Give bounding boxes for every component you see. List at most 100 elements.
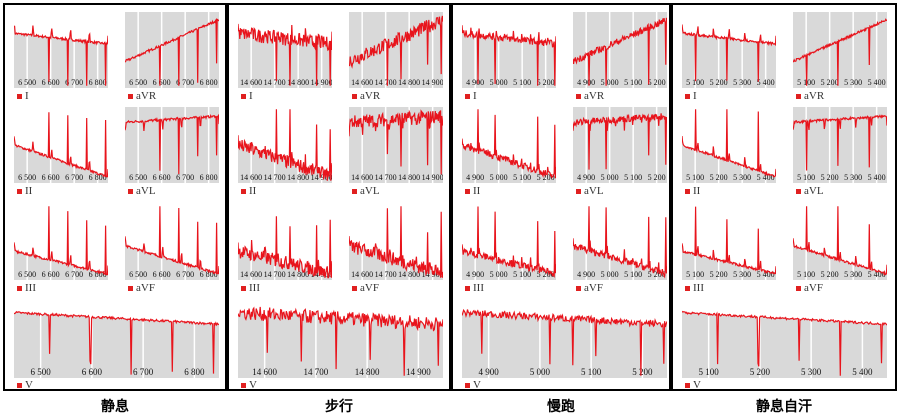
x-tick-label: 5 100 bbox=[624, 173, 642, 182]
x-tick-label: 5 100 bbox=[699, 367, 720, 377]
chart-lead-V: 14 600 14 700 14 800 14 900 bbox=[238, 301, 443, 378]
chart-svg: 6 500 6 600 6 700 6 800 bbox=[14, 301, 219, 378]
legend: aVR bbox=[128, 90, 156, 102]
chart-lead-II: 5 100 5 200 5 300 5 400 bbox=[682, 107, 776, 183]
chart-svg: 4 900 5 000 5 100 5 200 bbox=[573, 204, 667, 280]
chart-lead-V: 6 500 6 600 6 700 6 800 bbox=[14, 301, 219, 378]
legend: III bbox=[17, 282, 36, 294]
chart-svg: 4 900 5 000 5 100 5 200 bbox=[462, 301, 667, 378]
x-tick-label: 6 600 bbox=[153, 78, 171, 87]
x-tick-label: 5 100 bbox=[513, 78, 531, 87]
chart-lead-aVL: 6 500 6 600 6 700 6 800 bbox=[125, 107, 219, 183]
x-tick-label: 5 400 bbox=[757, 270, 775, 279]
trace-line-aVL bbox=[793, 114, 887, 171]
chart-lead-aVF: 4 900 5 000 5 100 5 200 bbox=[573, 204, 667, 280]
legend: V bbox=[465, 379, 481, 391]
x-tick-label: 6 600 bbox=[82, 367, 103, 377]
x-tick-label: 6 800 bbox=[200, 270, 218, 279]
legend-swatch bbox=[796, 93, 801, 99]
x-tick-label: 14 900 bbox=[422, 173, 443, 182]
x-tick-label: 5 300 bbox=[844, 173, 862, 182]
plot-background bbox=[573, 12, 667, 88]
chart-lead-III: 6 500 6 600 6 700 6 800 bbox=[14, 204, 108, 280]
x-tick-label: 14 800 bbox=[287, 270, 309, 279]
chart-svg: 14 600 14 700 14 800 14 900 bbox=[238, 12, 332, 88]
legend: I bbox=[241, 90, 253, 102]
legend-swatch bbox=[465, 188, 470, 194]
x-tick-label: 14 700 bbox=[375, 78, 397, 87]
legend-label: aVR bbox=[584, 90, 605, 102]
trace-area bbox=[125, 206, 219, 280]
chart-lead-I: 6 500 6 600 6 700 6 800 bbox=[14, 12, 108, 88]
x-tick-label: 6 800 bbox=[89, 270, 107, 279]
x-tick-label: 4 900 bbox=[577, 173, 595, 182]
x-tick-label: 5 300 bbox=[801, 367, 822, 377]
plot-background bbox=[793, 12, 887, 88]
chart-svg: 5 100 5 200 5 300 5 400 bbox=[682, 204, 776, 280]
legend-label: aVL bbox=[360, 185, 380, 197]
legend: V bbox=[241, 379, 257, 391]
x-tick-label: 6 700 bbox=[176, 270, 194, 279]
legend: II bbox=[465, 185, 480, 197]
legend-label: V bbox=[25, 379, 33, 391]
x-tick-label: 5 400 bbox=[757, 78, 775, 87]
x-tick-label: 6 800 bbox=[200, 173, 218, 182]
x-tick-label: 14 900 bbox=[422, 78, 443, 87]
trace-line-I bbox=[682, 24, 776, 82]
chart-lead-I: 4 900 5 000 5 100 5 200 bbox=[462, 12, 556, 88]
x-tick-label: 5 000 bbox=[601, 173, 619, 182]
trace-area bbox=[238, 23, 332, 88]
chart-lead-aVL: 5 100 5 200 5 300 5 400 bbox=[793, 107, 887, 183]
legend-swatch bbox=[17, 382, 22, 388]
legend-swatch bbox=[352, 188, 357, 194]
x-tick-label: 14 700 bbox=[375, 270, 397, 279]
trace-area bbox=[682, 206, 776, 280]
chart-svg: 5 100 5 200 5 300 5 400 bbox=[682, 301, 887, 378]
chart-svg: 4 900 5 000 5 100 5 200 bbox=[573, 107, 667, 183]
chart-svg: 5 100 5 200 5 300 5 400 bbox=[682, 107, 776, 183]
chart-lead-aVR: 5 100 5 200 5 300 5 400 bbox=[793, 12, 887, 88]
trace-area bbox=[238, 109, 332, 183]
legend-swatch bbox=[576, 93, 581, 99]
x-tick-label: 14 800 bbox=[355, 367, 380, 377]
chart-lead-aVF: 14 600 14 700 14 800 14 900 bbox=[349, 204, 443, 280]
legend: I bbox=[685, 90, 697, 102]
trace-line-aVR bbox=[793, 18, 887, 86]
legend: III bbox=[241, 282, 260, 294]
legend: V bbox=[17, 379, 33, 391]
chart-lead-II: 14 600 14 700 14 800 14 900 bbox=[238, 107, 332, 183]
x-tick-label: 5 400 bbox=[852, 367, 873, 377]
legend-swatch bbox=[576, 188, 581, 194]
x-tick-label: 6 600 bbox=[42, 270, 60, 279]
trace-line-III bbox=[14, 206, 108, 276]
chart-svg: 5 100 5 200 5 300 5 400 bbox=[793, 12, 887, 88]
x-tick-label: 6 800 bbox=[200, 78, 218, 87]
legend-label: V bbox=[473, 379, 481, 391]
legend-swatch bbox=[241, 93, 246, 99]
trace-area bbox=[238, 306, 443, 378]
trace-line-V bbox=[238, 306, 443, 376]
x-tick-label: 5 000 bbox=[490, 173, 508, 182]
trace-area bbox=[462, 109, 556, 183]
x-tick-label: 5 000 bbox=[490, 270, 508, 279]
trace-line-aVF bbox=[573, 206, 667, 279]
chart-lead-III: 14 600 14 700 14 800 14 900 bbox=[238, 204, 332, 280]
trace-area bbox=[793, 206, 887, 280]
legend-label: V bbox=[249, 379, 257, 391]
x-tick-label: 5 200 bbox=[821, 78, 839, 87]
panel-title: 静息 bbox=[101, 399, 129, 415]
trace-area bbox=[462, 309, 667, 378]
legend-swatch bbox=[465, 285, 470, 291]
x-tick-label: 14 700 bbox=[264, 270, 286, 279]
x-tick-label: 5 100 bbox=[686, 173, 704, 182]
trace-line-aVF bbox=[349, 206, 443, 278]
x-tick-label: 14 800 bbox=[398, 270, 420, 279]
legend-swatch bbox=[241, 285, 246, 291]
trace-line-aVF bbox=[125, 206, 219, 275]
x-tick-label: 5 100 bbox=[686, 270, 704, 279]
x-tick-label: 5 000 bbox=[490, 78, 508, 87]
x-tick-label: 14 800 bbox=[287, 173, 309, 182]
x-tick-label: 5 200 bbox=[750, 367, 771, 377]
chart-lead-V: 4 900 5 000 5 100 5 200 bbox=[462, 301, 667, 378]
x-tick-label: 6 500 bbox=[18, 173, 36, 182]
